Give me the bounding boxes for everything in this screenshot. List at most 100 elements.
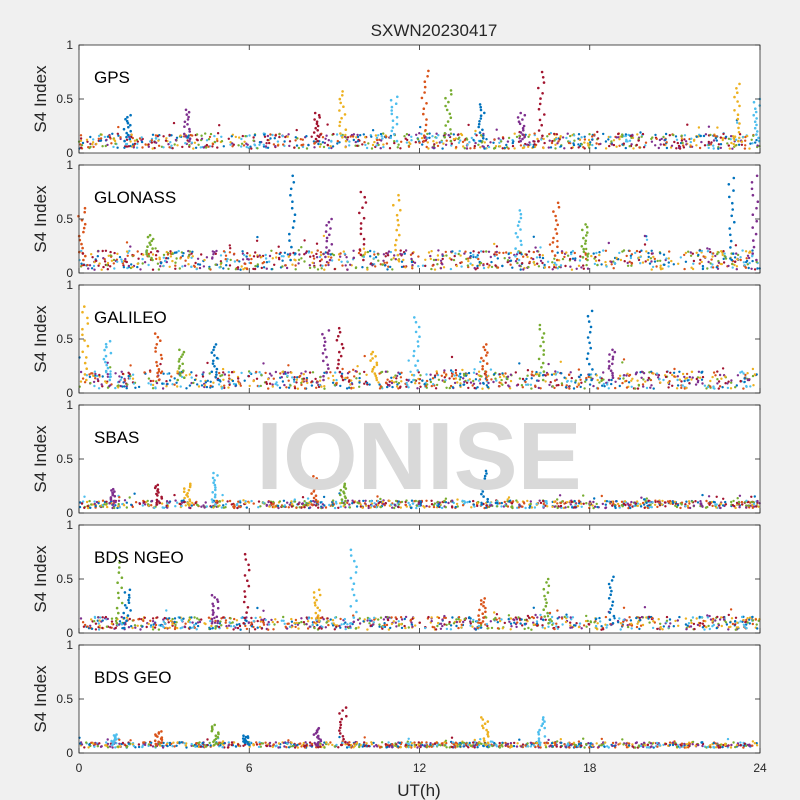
data-point (736, 258, 739, 261)
data-point (627, 381, 631, 384)
data-point (497, 137, 500, 140)
data-point (701, 382, 704, 385)
spike-cluster (321, 329, 331, 382)
data-point (604, 140, 608, 143)
data-point (553, 132, 556, 136)
data-point (358, 372, 361, 375)
data-point (272, 628, 275, 631)
data-point (414, 382, 417, 385)
spike-cluster (338, 90, 348, 143)
data-point (395, 625, 398, 628)
data-point (548, 243, 552, 246)
data-point (291, 376, 294, 379)
data-point (111, 132, 114, 135)
data-point (79, 380, 83, 383)
data-point (476, 264, 479, 268)
data-point (192, 381, 195, 385)
spike-point (584, 239, 588, 243)
data-point (667, 265, 670, 268)
data-point (165, 385, 168, 388)
data-point (400, 260, 404, 263)
data-point (178, 267, 181, 270)
spike-point (608, 364, 611, 368)
data-point (149, 370, 152, 373)
data-point (688, 375, 691, 379)
data-point (621, 250, 624, 253)
data-point (340, 260, 343, 263)
data-point (167, 143, 170, 146)
data-point (259, 141, 262, 144)
data-point (655, 137, 658, 141)
data-point (264, 618, 267, 622)
spike-point (291, 226, 295, 229)
data-point (175, 136, 179, 139)
data-point (404, 137, 407, 140)
data-point (125, 138, 129, 141)
data-point (144, 143, 147, 146)
data-point (380, 370, 384, 374)
data-point (757, 505, 760, 508)
data-point (91, 143, 94, 146)
data-point (717, 387, 720, 390)
data-point (219, 380, 222, 383)
data-point (733, 505, 736, 508)
data-point (104, 380, 107, 383)
data-point (215, 499, 219, 503)
data-point (596, 263, 599, 267)
data-point (482, 250, 485, 253)
data-point (560, 617, 564, 620)
data-point (653, 257, 656, 261)
spike-point (211, 491, 214, 494)
data-point (313, 266, 316, 269)
spike-point (339, 354, 343, 358)
data-point (553, 266, 556, 269)
spike-point (755, 219, 758, 223)
spike-point (83, 206, 87, 210)
data-point (260, 627, 263, 630)
spike-point (516, 235, 519, 239)
spike-point (113, 490, 116, 493)
data-point (506, 375, 510, 378)
spike-point (416, 369, 420, 372)
data-point (520, 253, 523, 256)
spike-point (423, 80, 427, 83)
spike-cluster (420, 69, 430, 143)
spike-point (80, 242, 83, 246)
data-point (620, 500, 624, 503)
data-point (500, 378, 503, 382)
data-point (556, 142, 559, 145)
data-point (527, 265, 530, 269)
data-point (509, 251, 513, 255)
data-point (186, 136, 190, 139)
data-point (463, 252, 466, 255)
data-point (715, 266, 718, 269)
data-point (137, 618, 140, 621)
data-point (513, 147, 516, 150)
data-point (300, 383, 303, 387)
data-point (598, 253, 601, 257)
spike-point (753, 126, 757, 130)
data-point (223, 373, 227, 376)
data-point (187, 134, 191, 137)
spike-point (292, 219, 296, 223)
spike-point (210, 498, 214, 501)
data-point (553, 261, 556, 265)
data-point (293, 376, 296, 379)
data-point (702, 134, 706, 138)
data-point (228, 244, 231, 247)
data-point (462, 383, 465, 386)
data-point (559, 145, 563, 148)
data-point (687, 500, 691, 503)
spike-point (420, 96, 424, 100)
data-point (722, 257, 725, 261)
data-point (498, 385, 501, 388)
spike-point (750, 181, 754, 184)
spike-point (611, 362, 614, 366)
data-point (420, 136, 424, 140)
data-point (655, 372, 659, 375)
data-point (293, 380, 296, 383)
data-point (79, 134, 83, 137)
data-point (190, 376, 193, 379)
data-point (701, 626, 705, 629)
data-point (744, 250, 748, 253)
